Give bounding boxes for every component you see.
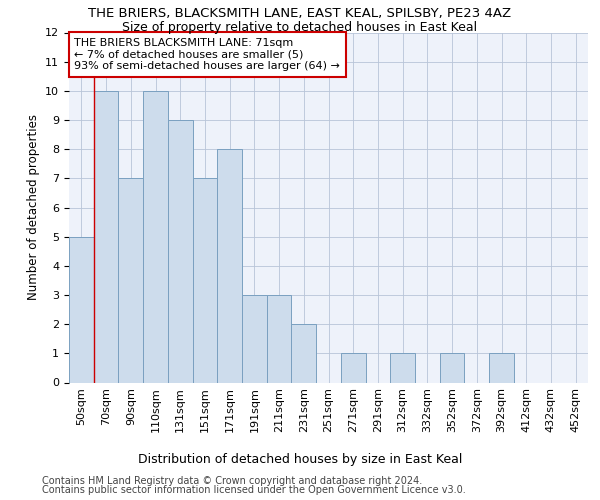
Text: Size of property relative to detached houses in East Keal: Size of property relative to detached ho… (122, 21, 478, 34)
Bar (341, 354, 365, 382)
Bar (143, 91, 168, 382)
Bar (193, 178, 217, 382)
Text: THE BRIERS, BLACKSMITH LANE, EAST KEAL, SPILSBY, PE23 4AZ: THE BRIERS, BLACKSMITH LANE, EAST KEAL, … (88, 8, 512, 20)
Bar (292, 324, 316, 382)
Text: Contains HM Land Registry data © Crown copyright and database right 2024.: Contains HM Land Registry data © Crown c… (42, 476, 422, 486)
Text: THE BRIERS BLACKSMITH LANE: 71sqm
← 7% of detached houses are smaller (5)
93% of: THE BRIERS BLACKSMITH LANE: 71sqm ← 7% o… (74, 38, 340, 71)
Bar (489, 354, 514, 382)
Bar (168, 120, 193, 382)
Bar (217, 149, 242, 382)
Bar (118, 178, 143, 382)
Text: Contains public sector information licensed under the Open Government Licence v3: Contains public sector information licen… (42, 485, 466, 495)
Bar (69, 236, 94, 382)
Bar (440, 354, 464, 382)
Bar (267, 295, 292, 382)
Bar (390, 354, 415, 382)
Y-axis label: Number of detached properties: Number of detached properties (26, 114, 40, 300)
Text: Distribution of detached houses by size in East Keal: Distribution of detached houses by size … (138, 452, 462, 466)
Bar (242, 295, 267, 382)
Bar (94, 91, 118, 382)
